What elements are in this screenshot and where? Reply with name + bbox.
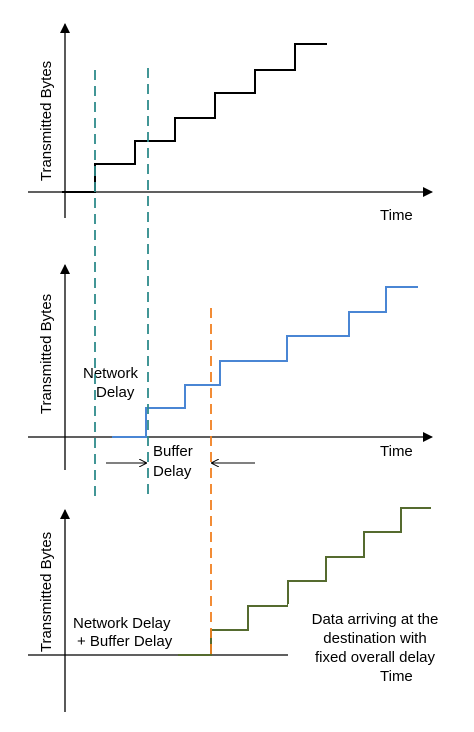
network-delay-label-1: Network [83,365,139,382]
panel-1-step-curve [62,43,327,193]
panel-3-y-label: Transmitted Bytes [38,532,55,652]
arrival-note-box [288,604,464,668]
buffer-delay-label-2: Delay [153,463,192,480]
panel-1-y-label: Transmitted Bytes [38,61,55,181]
panel-3: Transmitted Bytes Time Network Delay + B… [28,507,464,712]
panel-3-x-label: Time [380,668,413,685]
panel-2: Transmitted Bytes Time Network Delay Buf… [28,264,433,480]
network-delay-label-2: Delay [96,384,135,401]
panel-1: Transmitted Bytes Time [28,23,433,224]
sum-delay-label-2: + Buffer Delay [77,633,173,650]
arrival-note-line-3: fixed overall delay [315,649,436,666]
panel-1-x-label: Time [380,207,413,224]
panel-3-step-curve [178,507,431,656]
panel-2-y-label: Transmitted Bytes [38,294,55,414]
sum-delay-label-1: Network Delay [73,615,171,632]
arrival-note-line-1: Data arriving at the [312,611,439,628]
buffer-delay-label-1: Buffer [153,443,193,460]
panel-2-step-curve [112,286,418,438]
arrival-note-line-2: destination with [323,630,426,647]
panel-2-x-label: Time [380,443,413,460]
